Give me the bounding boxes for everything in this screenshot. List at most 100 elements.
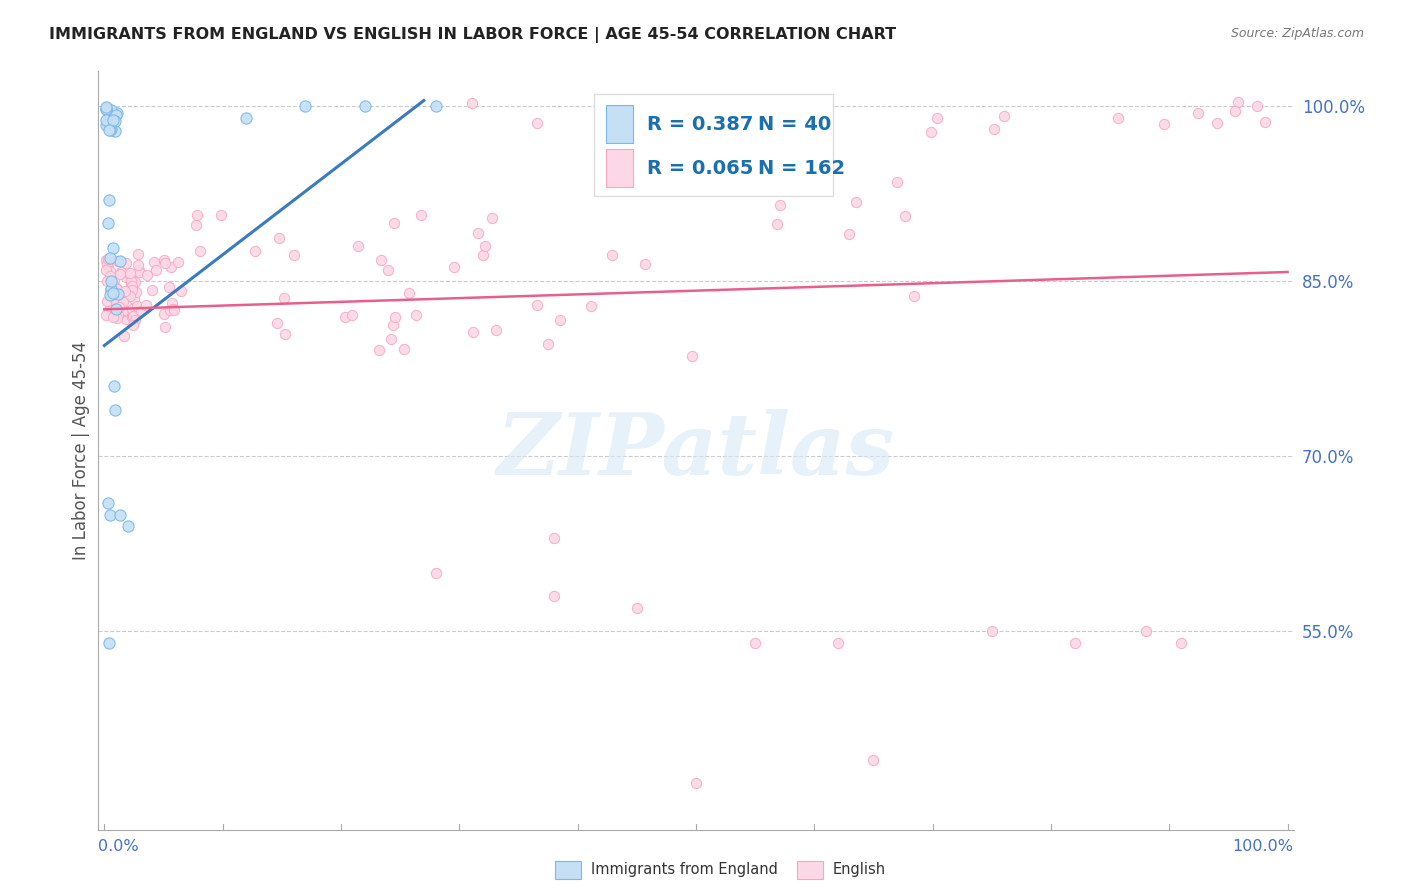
- Point: [98, 119, 121, 133]
- Point: [98, 122, 121, 136]
- Point: [122, 309, 145, 323]
- Point: [294, 99, 316, 113]
- Point: [159, 302, 181, 317]
- Point: [602, 248, 624, 262]
- Point: [105, 282, 128, 296]
- Point: [97, 252, 120, 266]
- Point: [98, 251, 121, 265]
- Point: [110, 296, 132, 310]
- Point: [122, 318, 145, 333]
- Point: [115, 256, 138, 270]
- Point: [340, 308, 363, 322]
- Point: [101, 113, 124, 128]
- Point: [543, 531, 565, 545]
- Point: [97, 216, 120, 230]
- Point: [1187, 106, 1209, 120]
- Point: [209, 208, 232, 222]
- Point: [668, 120, 690, 134]
- Point: [96, 101, 118, 115]
- Point: [803, 95, 825, 109]
- Point: [100, 282, 122, 296]
- Point: [115, 269, 138, 284]
- Point: [267, 231, 290, 245]
- Point: [160, 260, 183, 274]
- Point: [97, 254, 120, 268]
- Point: [107, 254, 129, 268]
- Point: [98, 269, 121, 284]
- Point: [157, 280, 180, 294]
- Point: [993, 109, 1015, 123]
- Point: [692, 115, 714, 129]
- Point: [845, 195, 868, 210]
- Point: [96, 113, 118, 128]
- Point: [96, 257, 118, 271]
- Point: [405, 309, 427, 323]
- Point: [142, 255, 165, 269]
- Point: [485, 323, 508, 337]
- Point: [115, 312, 138, 326]
- Point: [1107, 111, 1129, 125]
- Text: R = 0.065: R = 0.065: [647, 159, 754, 178]
- Point: [188, 244, 211, 258]
- Point: [104, 123, 127, 137]
- Point: [392, 342, 415, 356]
- Point: [98, 110, 121, 124]
- Point: [98, 508, 121, 522]
- Point: [443, 260, 465, 274]
- Point: [634, 256, 657, 270]
- FancyBboxPatch shape: [595, 95, 834, 196]
- FancyBboxPatch shape: [606, 150, 633, 187]
- Point: [467, 226, 489, 240]
- Point: [685, 776, 707, 790]
- Text: 100.0%: 100.0%: [1233, 838, 1294, 854]
- Point: [347, 239, 370, 253]
- Point: [122, 301, 145, 316]
- Point: [135, 298, 157, 312]
- Point: [121, 279, 143, 293]
- Point: [112, 295, 135, 310]
- Point: [921, 125, 943, 139]
- Point: [120, 274, 142, 288]
- Point: [105, 282, 128, 296]
- Point: [526, 298, 548, 312]
- Point: [744, 636, 766, 650]
- Point: [124, 312, 146, 326]
- Point: [707, 160, 730, 174]
- Point: [110, 265, 132, 279]
- Point: [769, 198, 792, 212]
- Point: [903, 289, 925, 303]
- Point: [100, 303, 122, 318]
- Point: [103, 310, 125, 325]
- Point: [105, 283, 128, 297]
- Point: [862, 753, 884, 767]
- Point: [98, 123, 121, 137]
- Point: [105, 301, 128, 316]
- Point: [98, 636, 121, 650]
- Point: [108, 508, 131, 522]
- Text: N = 162: N = 162: [758, 159, 845, 178]
- Text: Immigrants from England: Immigrants from England: [591, 863, 778, 877]
- Point: [101, 285, 124, 300]
- Point: [474, 239, 496, 253]
- Point: [96, 260, 118, 274]
- Point: [107, 287, 129, 301]
- Point: [112, 329, 135, 343]
- Point: [610, 103, 633, 118]
- Point: [104, 402, 127, 417]
- Point: [100, 274, 122, 288]
- Point: [425, 99, 447, 113]
- Point: [380, 332, 402, 346]
- Point: [108, 267, 131, 281]
- Point: [94, 263, 117, 277]
- Point: [108, 298, 131, 312]
- Point: [96, 103, 118, 117]
- Point: [96, 308, 118, 322]
- Point: [983, 122, 1005, 136]
- Point: [537, 337, 560, 351]
- Point: [367, 343, 389, 357]
- Point: [163, 302, 186, 317]
- Point: [283, 248, 305, 262]
- Point: [96, 274, 118, 288]
- Point: [115, 306, 138, 320]
- Point: [526, 115, 548, 129]
